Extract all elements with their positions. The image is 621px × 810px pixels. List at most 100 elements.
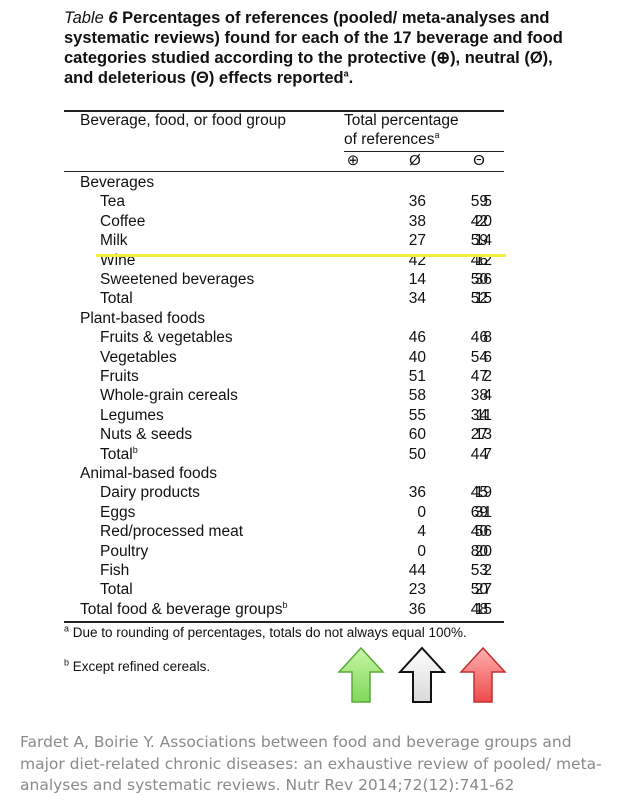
deleterious-value: 8 — [483, 329, 492, 347]
footnote-b: b Except refined cereals. — [64, 657, 211, 674]
deleterious-value: 20 — [474, 212, 492, 230]
row-label: Fruits & vegetables — [100, 329, 233, 347]
neutral-value: 59 — [470, 193, 488, 211]
deleterious-value: 2 — [483, 562, 492, 579]
table-row: Fish 44 53 2 — [64, 561, 504, 581]
table-caption: Table 6 Percentages of references (poole… — [64, 8, 564, 88]
group-label: Plant-based foods — [80, 309, 205, 327]
neutral-value: 46 — [470, 329, 488, 347]
milk-highlight-line — [96, 254, 506, 257]
total-underline — [344, 151, 504, 152]
table-row: Poultry 0 80 20 — [64, 542, 504, 562]
neutral-value: 44 — [470, 445, 488, 463]
table-row: Coffee 38 42 20 — [64, 212, 504, 232]
table-row: Fruits 51 47 2 — [64, 367, 504, 387]
row-label: Tea — [100, 193, 125, 211]
deleterious-value: 4 — [483, 387, 492, 405]
caption-end: . — [348, 69, 354, 87]
table-row: Legumes 55 34 11 — [64, 406, 504, 426]
table-row: Nuts & seeds 60 27 13 — [64, 425, 504, 445]
table-label: Table — [64, 9, 104, 27]
protective-value: 23 — [408, 581, 426, 599]
deleterious-value: 2 — [483, 368, 492, 385]
bottom-rule — [64, 621, 504, 623]
table-row: Eggs 0 69 31 — [64, 503, 504, 523]
table-row: Red/processed meat 4 40 56 — [64, 522, 504, 542]
neutral-value: 53 — [470, 562, 488, 579]
table-row: Total 23 50 27 — [64, 580, 504, 600]
row-label: Total — [100, 290, 133, 308]
deleterious-value: 7 — [483, 445, 492, 463]
caption-text: Percentages of references (pooled/ meta-… — [64, 9, 563, 87]
protective-value: 36 — [408, 600, 426, 618]
neutral-value: 52 — [470, 290, 488, 308]
row-label: Legumes — [100, 406, 164, 424]
neutral-value: 50 — [470, 581, 488, 599]
neutral-value: 34 — [470, 406, 488, 424]
table-row: Dairy products 36 45 19 — [64, 483, 504, 503]
row-label: Milk — [100, 232, 128, 250]
group-header-row: Beverages — [64, 173, 504, 193]
citation-credit: Fardet A, Boirie Y. Associations between… — [20, 733, 602, 794]
row-label: Total — [100, 581, 133, 599]
protective-value: 40 — [408, 348, 426, 366]
group-header-row: Plant-based foods — [64, 309, 504, 329]
total-header-line2: of referencesa — [344, 129, 440, 148]
neutral-value: 54 — [470, 348, 488, 366]
deleterious-value: 56 — [474, 523, 492, 541]
table-row: Vegetables 40 54 6 — [64, 348, 504, 368]
neutral-symbol: Ø — [409, 152, 421, 169]
row-label: Total food & beverage groupsb — [80, 599, 288, 618]
group-header-row: Animal-based foods — [64, 464, 504, 484]
table-row: Total 34 52 15 — [64, 289, 504, 309]
neutral-value: 45 — [470, 484, 488, 502]
row-label: Vegetables — [100, 348, 177, 366]
deleterious-value: 5 — [483, 193, 492, 211]
protective-arrow-icon — [337, 646, 385, 703]
row-label: Poultry — [100, 542, 149, 560]
table-row: Milk 27 59 14 — [64, 231, 504, 251]
neutral-value: 69 — [470, 503, 488, 521]
deleterious-value: 19 — [474, 484, 492, 502]
neutral-value: 80 — [470, 542, 488, 560]
column-header-label: Beverage, food, or food group — [80, 112, 286, 129]
neutral-arrow-icon — [398, 646, 446, 703]
row-label: Eggs — [100, 503, 136, 521]
neutral-value: 27 — [470, 426, 488, 444]
table-row: Whole-grain cereals 58 38 4 — [64, 386, 504, 406]
neutral-value: 38 — [470, 387, 488, 405]
row-label: Sweetened beverages — [100, 271, 255, 288]
neutral-value: 48 — [470, 600, 488, 618]
total-header-line1: Total percentage — [344, 112, 459, 129]
neutral-value: 47 — [470, 368, 488, 385]
table-row: Total food & beverage groupsb 36 48 15 — [64, 600, 504, 620]
protective-value: 36 — [408, 484, 426, 502]
header-rule — [64, 171, 504, 172]
table-row: Totalb 50 44 7 — [64, 445, 504, 465]
deleterious-value: 6 — [483, 348, 492, 366]
protective-value: 58 — [408, 387, 426, 405]
row-label: Totalb — [100, 444, 138, 463]
neutral-value: 59 — [470, 232, 488, 250]
table-number: 6 — [108, 9, 118, 27]
deleterious-value: 31 — [474, 503, 492, 521]
caption-sup: a — [343, 68, 349, 79]
neutral-value: 42 — [470, 212, 488, 230]
protective-value: 0 — [417, 503, 426, 521]
row-label: Fish — [100, 562, 130, 579]
row-label: Whole-grain cereals — [100, 387, 238, 405]
deleterious-value: 13 — [474, 426, 492, 444]
row-label: Nuts & seeds — [100, 426, 193, 444]
deleterious-value: 36 — [474, 271, 492, 288]
row-label-sup: b — [282, 599, 288, 610]
group-label: Animal-based foods — [80, 465, 217, 482]
deleterious-value: 20 — [474, 542, 492, 560]
row-label: Red/processed meat — [100, 523, 244, 541]
protective-value: 38 — [408, 212, 426, 230]
table-row: Sweetened beverages 14 50 36 — [64, 270, 504, 290]
protective-value: 60 — [408, 426, 426, 444]
footnote-a: a Due to rounding of percentages, totals… — [64, 623, 467, 640]
total-header-sup: a — [434, 129, 440, 140]
row-label: Dairy products — [100, 484, 200, 502]
deleterious-value: 14 — [474, 232, 492, 250]
